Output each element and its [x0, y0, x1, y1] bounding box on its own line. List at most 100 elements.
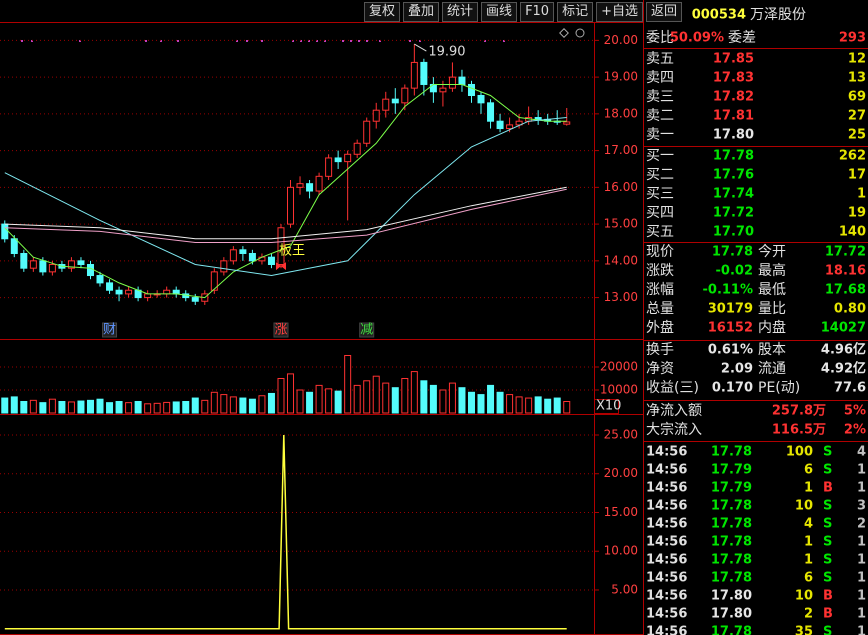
- candle-body: [39, 260, 47, 273]
- candle-body: [229, 249, 237, 262]
- trade-price: 17.80: [711, 607, 752, 622]
- toolbar-button[interactable]: F10: [520, 2, 555, 22]
- flow-pct: 5%: [844, 404, 866, 419]
- candle-body: [563, 121, 571, 125]
- toolbar-button[interactable]: 标记: [557, 2, 594, 22]
- volume-bar: [258, 395, 266, 414]
- book-price: 17.81: [713, 109, 754, 124]
- stat-value: 4.96亿: [821, 342, 866, 358]
- candle-body: [410, 61, 418, 89]
- volume-bar: [325, 388, 333, 414]
- toolbar-button[interactable]: 统计: [442, 2, 479, 22]
- trade-volume: 4: [804, 517, 813, 532]
- volume-bar: [525, 397, 533, 414]
- toolbar-button[interactable]: 复权: [364, 2, 401, 22]
- volume-bar: [239, 397, 247, 414]
- volume-bar: [496, 391, 504, 414]
- volume-bar: [201, 399, 209, 414]
- volume-bar: [172, 401, 180, 414]
- trade-time: 14:56: [646, 571, 687, 586]
- trade-count: 1: [857, 535, 866, 550]
- volume-bar: [429, 384, 437, 414]
- trade-side: B: [823, 607, 833, 622]
- dot: [177, 40, 179, 42]
- book-volume: 17: [848, 168, 866, 183]
- volume-bar: [96, 398, 104, 414]
- candle-body: [315, 175, 323, 192]
- stat-label: 量比: [758, 301, 786, 317]
- book-volume: 13: [848, 71, 866, 86]
- trade-volume: 35: [795, 625, 813, 635]
- stat-value: 16152: [708, 321, 753, 336]
- trade-volume: 1: [804, 553, 813, 568]
- candle-body: [248, 252, 256, 262]
- high-pointer: [414, 43, 427, 52]
- volume-bar: [420, 380, 428, 414]
- y-tick-label: 14.00: [604, 253, 638, 267]
- flow-value: 116.5万: [772, 423, 826, 438]
- volume-bar: [439, 389, 447, 414]
- book-price: 17.83: [713, 71, 754, 86]
- candle-body: [106, 282, 114, 291]
- candle-body: [20, 252, 28, 269]
- stat-value: -0.11%: [703, 283, 754, 298]
- volume-bar: [67, 401, 75, 414]
- row-value: 293: [839, 31, 866, 46]
- volume-bar: [344, 354, 352, 414]
- volume-bar: [315, 384, 323, 414]
- candle-body: [401, 87, 409, 104]
- icon: [575, 28, 585, 38]
- chart-panel: 10000 20000 X10: [0, 354, 638, 414]
- book-price: 17.82: [713, 90, 754, 105]
- candle-body: [458, 76, 466, 85]
- dot: [261, 40, 263, 42]
- stat-label: 收益(三): [646, 380, 699, 396]
- candle-body: [496, 120, 504, 130]
- toolbar-button[interactable]: 返回: [646, 2, 683, 22]
- volume-bar: [296, 389, 304, 414]
- candle-body: [125, 289, 133, 295]
- toolbar-button[interactable]: 叠加: [403, 2, 440, 22]
- dot: [342, 40, 344, 42]
- volume-bar: [544, 398, 552, 414]
- trade-count: 1: [857, 571, 866, 586]
- book-price: 17.70: [713, 225, 754, 240]
- stat-value: 18.16: [825, 264, 866, 279]
- chart-panel: 13.00 14.00 15.00 16.00 17.00 18.00 19.00 20.00…: [0, 33, 638, 338]
- unit-box: [594, 399, 619, 414]
- trade-volume: 6: [804, 571, 813, 586]
- toolbar-button[interactable]: +自选: [596, 2, 644, 22]
- candle-body: [363, 120, 371, 144]
- trade-price: 17.79: [711, 481, 752, 496]
- candle-body: [306, 183, 314, 192]
- dot: [379, 40, 381, 42]
- book-price: 17.85: [713, 52, 754, 67]
- icon: [559, 28, 569, 38]
- book-label: 买三: [646, 186, 674, 202]
- candle-body: [467, 83, 475, 96]
- row-label: 委差: [728, 30, 756, 46]
- trade-price: 17.78: [711, 553, 752, 568]
- ma-line: [4, 188, 567, 243]
- book-label: 卖三: [646, 89, 674, 105]
- candle-body: [344, 153, 352, 163]
- book-volume: 27: [848, 109, 866, 124]
- flow-label: 净流入额: [646, 403, 702, 419]
- stat-value: 77.6: [834, 381, 866, 396]
- volume-bar: [353, 384, 361, 414]
- volume-bar: [534, 396, 542, 414]
- trade-count: 3: [857, 499, 866, 514]
- trade-price: 17.78: [711, 517, 752, 532]
- book-volume: 12: [848, 52, 866, 67]
- y-tick-label: 20000: [600, 359, 638, 373]
- candle-body: [77, 260, 85, 266]
- volume-bar: [382, 382, 390, 414]
- toolbar-button[interactable]: 画线: [481, 2, 518, 22]
- volume-bar: [410, 371, 418, 414]
- trade-time: 14:56: [646, 607, 687, 622]
- unit-label: X10: [596, 399, 621, 414]
- candle-body: [372, 109, 380, 122]
- book-label: 买二: [646, 167, 674, 183]
- volume-bar: [372, 375, 380, 414]
- candle-body: [172, 289, 180, 295]
